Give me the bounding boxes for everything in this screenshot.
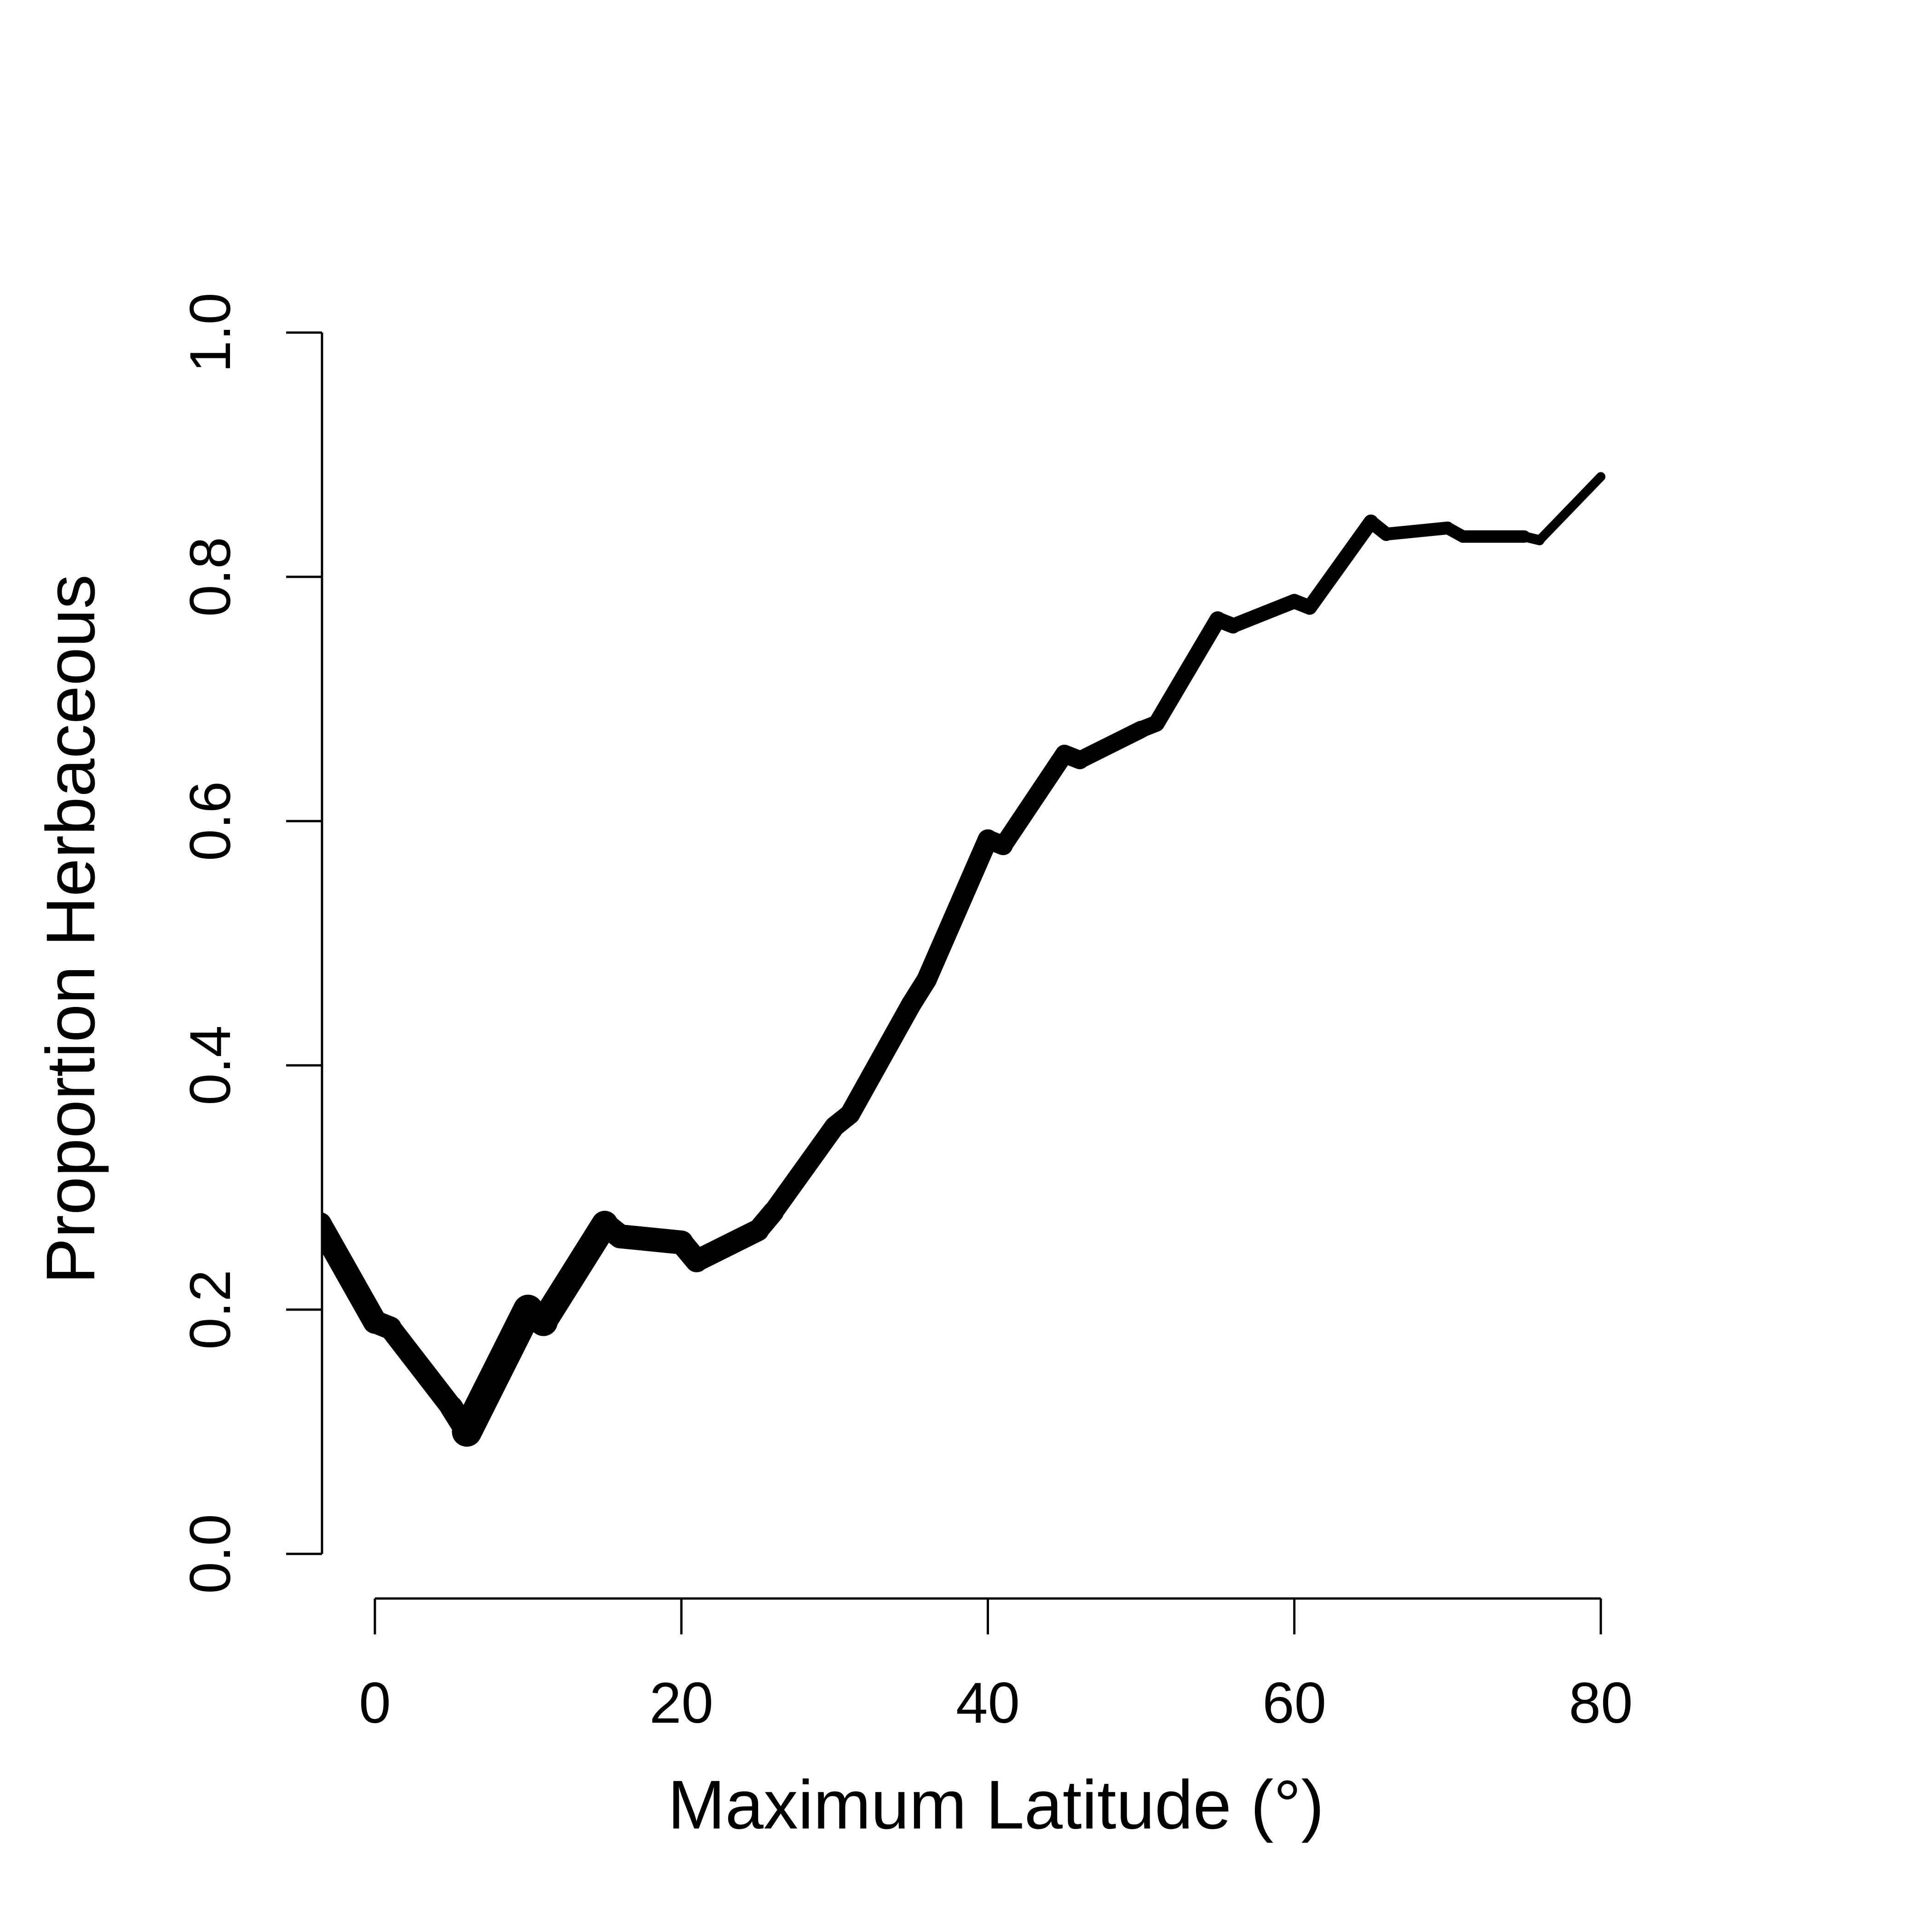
y-tick-label: 0.4 [178, 1025, 242, 1105]
series-segment [1148, 611, 1226, 732]
series-segment [1535, 472, 1605, 545]
x-tick-label: 20 [650, 1671, 713, 1735]
series-segment [379, 1317, 463, 1419]
series-segment [1071, 720, 1150, 769]
series-segment [322, 1212, 387, 1334]
x-tick-label: 80 [1569, 1671, 1633, 1735]
x-tick-label: 60 [1262, 1671, 1326, 1735]
y-axis-title: Proportion Herbaceous [32, 575, 109, 1284]
series-segment [1225, 594, 1302, 633]
series-segment [1380, 521, 1454, 541]
x-axis: 0 20 40 60 80 [359, 1597, 1633, 1735]
series-segment [452, 1294, 543, 1447]
series-segment [685, 1219, 769, 1272]
plot-area [322, 472, 1605, 1447]
y-tick-label: 0.6 [178, 781, 242, 861]
y-tick-label: 0.0 [178, 1514, 242, 1594]
y-tick-label: 0.8 [178, 537, 242, 617]
x-tick-label: 0 [359, 1671, 391, 1735]
series-segment [994, 744, 1074, 855]
series-segment [840, 994, 921, 1125]
series-segment [763, 1116, 845, 1222]
series-segment [530, 1211, 618, 1335]
x-axis-title: Maximum Latitude (°) [667, 1766, 1324, 1843]
y-tick-label: 0.2 [178, 1270, 242, 1350]
y-tick-label: 1.0 [178, 293, 242, 373]
series-segment [1302, 514, 1379, 615]
series-segment [916, 829, 998, 990]
x-tick-label: 40 [956, 1671, 1020, 1735]
y-axis: 0.0 0.2 0.4 0.6 0.8 1.0 [178, 293, 323, 1594]
